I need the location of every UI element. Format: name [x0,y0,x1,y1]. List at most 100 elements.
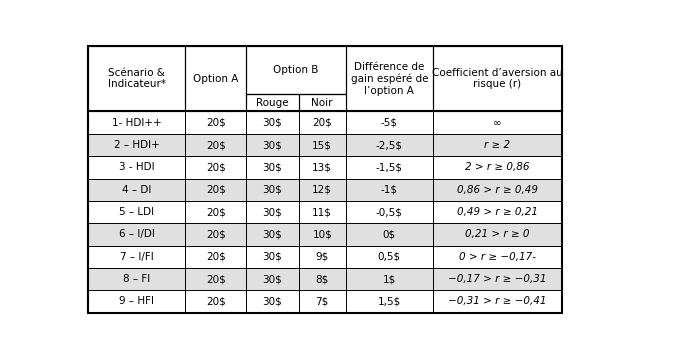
Text: 0 > r ≥ −0,17-: 0 > r ≥ −0,17- [459,252,536,262]
Text: 30$: 30$ [262,296,282,306]
Bar [246,201,299,223]
Bar [433,179,562,201]
Text: 7 – I/FI: 7 – I/FI [120,252,153,262]
Bar [346,179,433,201]
Bar [246,246,299,268]
Bar [299,94,346,111]
Bar [88,290,185,313]
Bar [88,111,185,134]
Bar [299,94,346,111]
Bar [185,179,246,201]
Text: 30$: 30$ [262,185,282,195]
Bar [433,290,562,313]
Bar [246,201,299,223]
Text: 30$: 30$ [262,207,282,217]
Bar [185,246,246,268]
Text: 20$: 20$ [206,252,225,262]
Bar [433,246,562,268]
Text: 20$: 20$ [206,140,225,150]
Bar [433,156,562,179]
Bar [299,156,346,179]
Bar [299,134,346,156]
Bar [433,46,562,111]
Bar [185,290,246,313]
Text: −0,17 > r ≥ −0,31: −0,17 > r ≥ −0,31 [448,274,547,284]
Bar [299,134,346,156]
Text: 11$: 11$ [312,207,332,217]
Text: 1$: 1$ [383,274,396,284]
Bar [433,111,562,134]
Text: 20$: 20$ [206,296,225,306]
Bar [185,156,246,179]
Bar [88,246,185,268]
Text: 30$: 30$ [262,252,282,262]
Bar [299,268,346,290]
Bar [185,223,246,246]
Bar [299,201,346,223]
Bar [88,179,185,201]
Bar [185,201,246,223]
Bar [299,156,346,179]
Text: 0,21 > r ≥ 0: 0,21 > r ≥ 0 [465,229,530,239]
Text: −0,31 > r ≥ −0,41: −0,31 > r ≥ −0,41 [448,296,547,306]
Bar [246,290,299,313]
Bar [346,290,433,313]
Text: 15$: 15$ [312,140,332,150]
Bar [433,201,562,223]
Bar [246,246,299,268]
Bar [299,201,346,223]
Bar [246,94,299,111]
Bar [185,290,246,313]
Bar [88,268,185,290]
Text: 20$: 20$ [206,274,225,284]
Text: 30$: 30$ [262,118,282,128]
Bar [299,246,346,268]
Bar [246,156,299,179]
Text: 12$: 12$ [312,185,332,195]
Bar [433,46,562,111]
Bar [88,179,185,201]
Bar [185,268,246,290]
Text: Coefficient d’aversion au
risque (r): Coefficient d’aversion au risque (r) [432,68,562,89]
Bar [346,246,433,268]
Text: 30$: 30$ [262,140,282,150]
Bar [433,156,562,179]
Text: 20$: 20$ [206,162,225,173]
Bar [346,156,433,179]
Text: 20$: 20$ [312,118,332,128]
Bar [346,201,433,223]
Text: Scénario &
Indicateur*: Scénario & Indicateur* [108,68,166,89]
Text: 0,49 > r ≥ 0,21: 0,49 > r ≥ 0,21 [457,207,538,217]
Bar [88,201,185,223]
Bar [299,223,346,246]
Bar [185,134,246,156]
Text: 7$: 7$ [316,296,329,306]
Text: -0,5$: -0,5$ [376,207,403,217]
Bar [299,290,346,313]
Bar [299,111,346,134]
Bar [88,46,185,111]
Bar [246,268,299,290]
Bar [88,223,185,246]
Bar [185,268,246,290]
Text: Option B: Option B [273,65,318,75]
Bar [185,179,246,201]
Text: 0$: 0$ [383,229,396,239]
Text: 2 > r ≥ 0,86: 2 > r ≥ 0,86 [465,162,530,173]
Bar [88,111,185,134]
Bar [433,268,562,290]
Bar [433,223,562,246]
Bar [346,111,433,134]
Bar [346,290,433,313]
Bar [246,94,299,111]
Bar [185,111,246,134]
Bar [346,201,433,223]
Bar [299,246,346,268]
Bar [346,179,433,201]
Bar [185,46,246,111]
Text: 1- HDI++: 1- HDI++ [112,118,162,128]
Text: 0,5$: 0,5$ [378,252,401,262]
Text: 6 – I/DI: 6 – I/DI [119,229,155,239]
Bar [346,268,433,290]
Bar [346,246,433,268]
